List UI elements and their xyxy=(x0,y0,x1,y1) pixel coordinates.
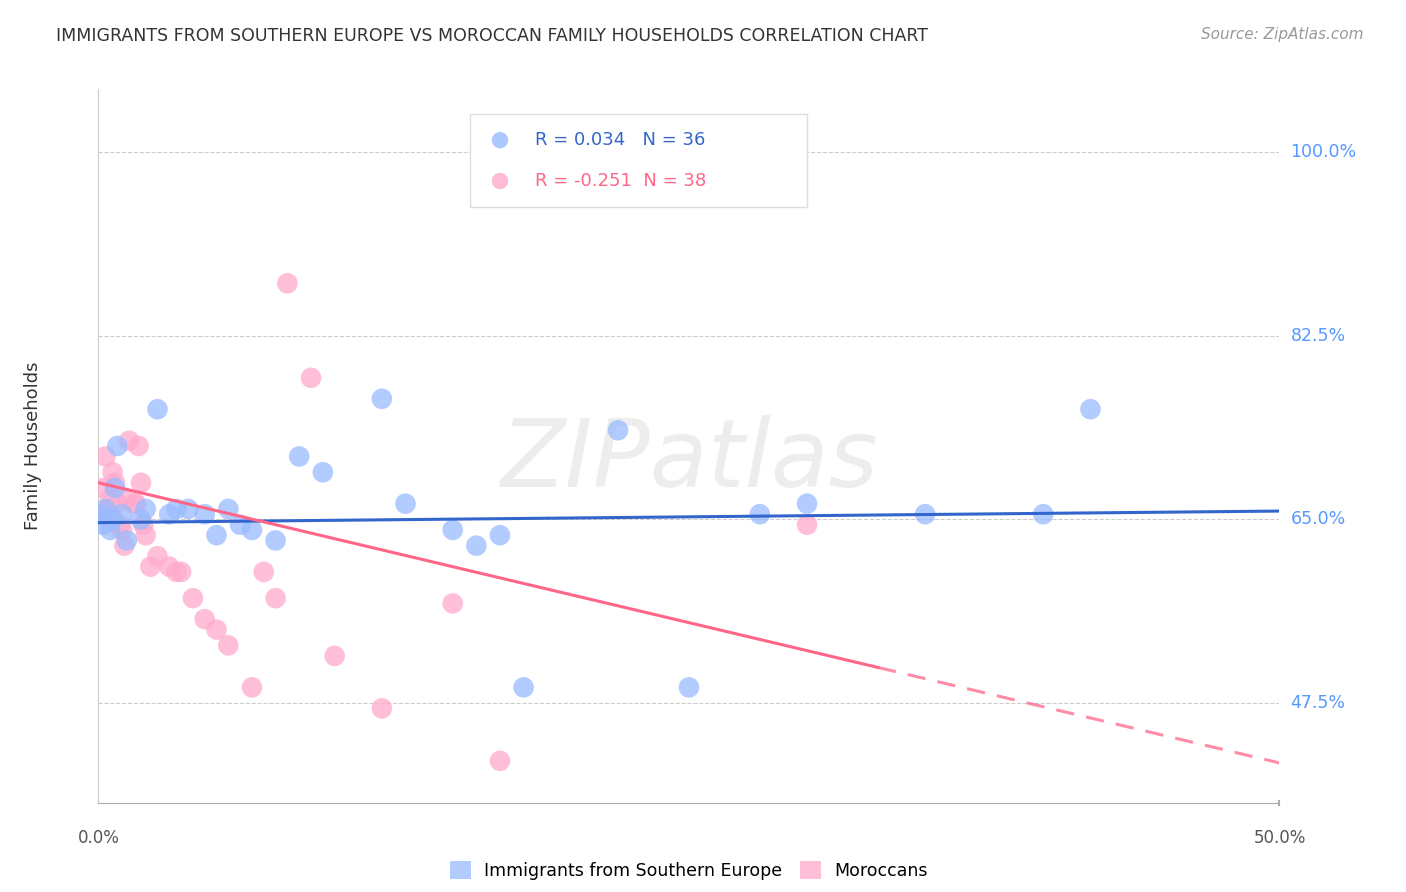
Point xyxy=(512,681,534,695)
Text: 65.0%: 65.0% xyxy=(1291,510,1346,528)
Point xyxy=(98,523,121,537)
Point xyxy=(125,497,148,511)
Point xyxy=(177,502,200,516)
Point xyxy=(194,507,217,521)
Point xyxy=(112,539,135,553)
Point xyxy=(157,507,180,521)
Point xyxy=(323,648,346,663)
Point xyxy=(181,591,204,606)
Point xyxy=(165,502,187,516)
Point xyxy=(394,497,416,511)
Point xyxy=(146,549,169,564)
Point xyxy=(914,507,936,521)
Point xyxy=(441,523,464,537)
Point xyxy=(115,533,138,548)
Legend: Immigrants from Southern Europe, Moroccans: Immigrants from Southern Europe, Morocca… xyxy=(443,855,935,887)
Point xyxy=(129,512,152,526)
Point xyxy=(240,523,263,537)
Text: 47.5%: 47.5% xyxy=(1291,694,1346,712)
Point xyxy=(264,533,287,548)
Point xyxy=(217,639,239,653)
Point xyxy=(91,481,114,495)
Point xyxy=(205,528,228,542)
Point xyxy=(105,497,128,511)
Point xyxy=(157,559,180,574)
Point xyxy=(253,565,276,579)
Point xyxy=(170,565,193,579)
Point xyxy=(122,497,145,511)
Point xyxy=(135,528,157,542)
Text: Source: ZipAtlas.com: Source: ZipAtlas.com xyxy=(1201,27,1364,42)
FancyBboxPatch shape xyxy=(471,114,807,207)
Point xyxy=(101,512,124,526)
Point xyxy=(205,623,228,637)
Point xyxy=(94,502,117,516)
Text: ZIPatlas: ZIPatlas xyxy=(501,415,877,506)
Point xyxy=(194,612,217,626)
Point xyxy=(1032,507,1054,521)
Point xyxy=(489,528,512,542)
Point xyxy=(90,507,112,521)
Text: IMMIGRANTS FROM SOUTHERN EUROPE VS MOROCCAN FAMILY HOUSEHOLDS CORRELATION CHART: IMMIGRANTS FROM SOUTHERN EUROPE VS MOROC… xyxy=(56,27,928,45)
Point xyxy=(890,280,912,294)
Point xyxy=(115,491,138,506)
Point xyxy=(135,502,157,516)
Text: 0.0%: 0.0% xyxy=(77,829,120,847)
Point xyxy=(90,507,112,521)
Text: Family Households: Family Households xyxy=(24,362,42,530)
Point xyxy=(139,559,162,574)
Text: 100.0%: 100.0% xyxy=(1291,143,1357,161)
Point xyxy=(276,277,298,291)
Point xyxy=(94,450,117,464)
Point xyxy=(165,565,187,579)
Point xyxy=(264,591,287,606)
Point xyxy=(146,402,169,417)
Point xyxy=(299,371,322,385)
Point xyxy=(796,517,818,532)
Point xyxy=(890,220,912,235)
Point xyxy=(91,517,114,532)
Point xyxy=(111,523,134,537)
Point xyxy=(371,392,394,406)
Point xyxy=(108,517,131,532)
Point xyxy=(111,507,134,521)
Point xyxy=(229,517,252,532)
Point xyxy=(441,596,464,610)
Point xyxy=(607,423,630,437)
Point xyxy=(101,465,124,479)
Point xyxy=(312,465,335,479)
Text: 50.0%: 50.0% xyxy=(1253,829,1306,847)
Point xyxy=(105,439,128,453)
Point xyxy=(489,754,512,768)
Text: 82.5%: 82.5% xyxy=(1291,326,1346,345)
Point xyxy=(129,475,152,490)
Text: R = 0.034   N = 36: R = 0.034 N = 36 xyxy=(536,131,706,149)
Point xyxy=(118,434,141,448)
Point xyxy=(371,701,394,715)
Point xyxy=(465,539,488,553)
Point xyxy=(104,475,127,490)
Point xyxy=(678,681,700,695)
Point xyxy=(98,491,121,506)
Point xyxy=(217,502,239,516)
Point xyxy=(132,517,155,532)
Text: R = -0.251  N = 38: R = -0.251 N = 38 xyxy=(536,172,707,190)
Point xyxy=(240,681,263,695)
Point xyxy=(796,497,818,511)
Point xyxy=(97,502,120,516)
Point xyxy=(748,507,770,521)
Point xyxy=(1080,402,1102,417)
Point xyxy=(288,450,311,464)
Point xyxy=(128,439,150,453)
Point xyxy=(104,481,127,495)
